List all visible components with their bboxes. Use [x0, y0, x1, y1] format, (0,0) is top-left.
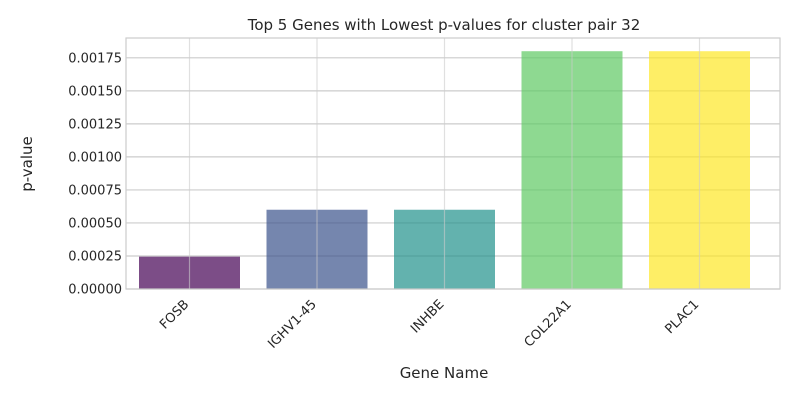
chart-title: Top 5 Genes with Lowest p-values for clu…: [247, 16, 641, 34]
plot-frame: [125, 37, 781, 290]
y-tick-label: 0.00100: [68, 150, 122, 165]
y-tick-label: 0.00075: [68, 183, 122, 198]
y-tick-label: 0.00150: [68, 84, 122, 99]
x-axis-label: Gene Name: [400, 364, 489, 382]
y-tick-label: 0.00125: [68, 117, 122, 132]
y-tick-label: 0.00025: [68, 249, 122, 264]
y-tick-labels: 0.00000 0.00025 0.00050 0.00075 0.00100 0.001…: [68, 51, 122, 297]
y-axis-label: p-value: [18, 136, 36, 192]
y-tick-label: 0.00050: [68, 216, 122, 231]
y-tick-label: 0.00000: [68, 283, 122, 298]
y-tick-label: 0.00175: [68, 51, 122, 66]
x-grid-layer: [188, 38, 701, 289]
